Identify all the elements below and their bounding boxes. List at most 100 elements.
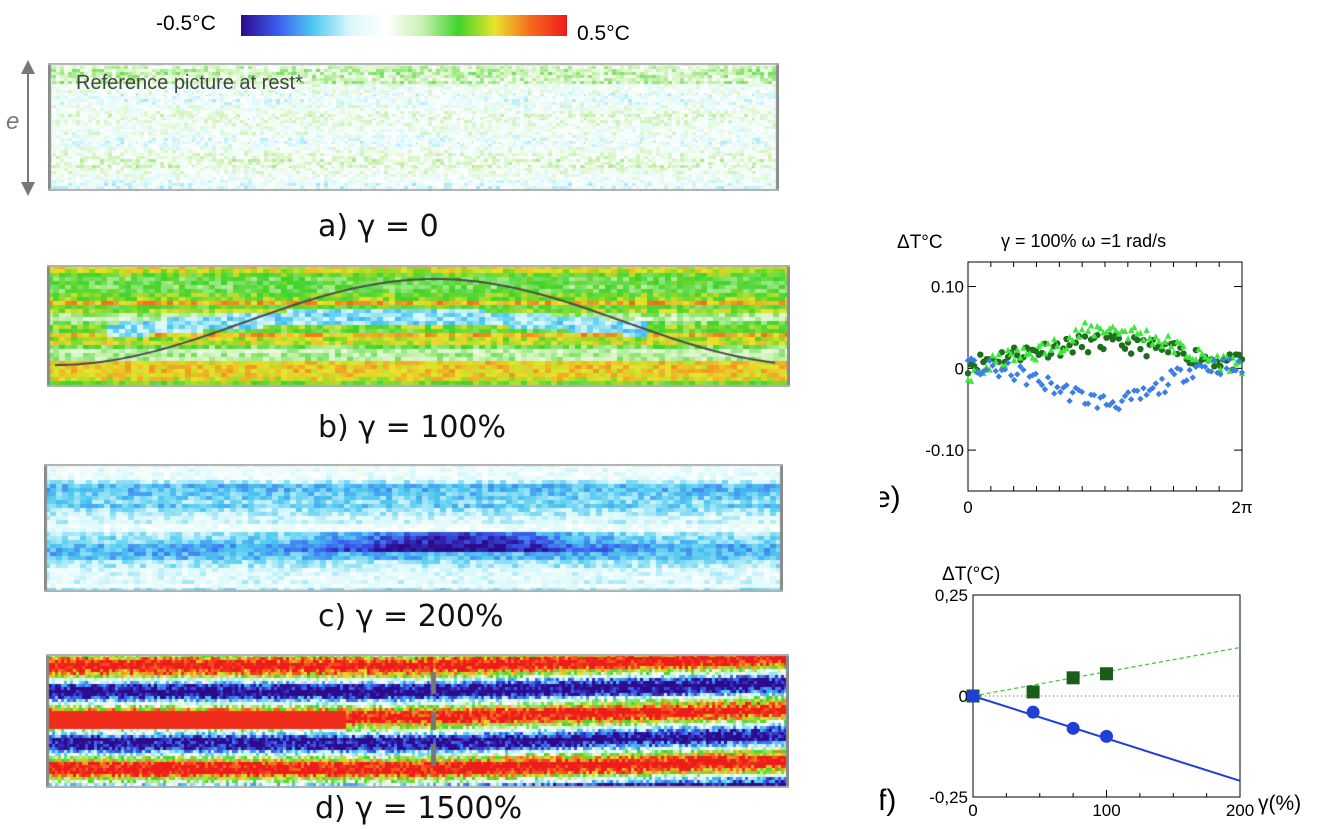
- caption-d: d) γ = 1500%: [315, 791, 523, 826]
- chart-e-point: [1060, 346, 1067, 354]
- chart-e-point: [1124, 335, 1132, 342]
- colorbar-max-label: 0.5°C: [577, 22, 630, 45]
- chart-e-point: [1164, 332, 1172, 339]
- chart-e-point: [967, 377, 975, 384]
- thermal-map-c: [44, 464, 783, 592]
- chart-e-point: [1201, 363, 1209, 370]
- chart-e-point: [1051, 335, 1058, 343]
- chart-e-point: [1044, 339, 1052, 347]
- chart-f-ytick-label: 0: [959, 687, 968, 706]
- gap-label: e: [6, 108, 20, 135]
- chart-f-point: [1100, 667, 1113, 681]
- chart-e-point: [995, 373, 1002, 380]
- chart-e-title: γ = 100% ω =1 rad/s: [1001, 231, 1166, 251]
- chart-e-ytick-label: 0.10: [931, 278, 964, 297]
- chart-e-point: [1140, 384, 1147, 392]
- chart-e-point: [964, 370, 972, 377]
- chart-e-point: [1131, 387, 1138, 394]
- chart-e-point: [1121, 345, 1129, 352]
- chart-e-point: [1001, 366, 1009, 373]
- thermal-map-b: [47, 265, 790, 387]
- chart-e-point: [1066, 397, 1073, 405]
- chart-e-point: [1171, 371, 1178, 378]
- chart-e-point: [1155, 390, 1163, 398]
- chart-e-point: [1220, 355, 1227, 363]
- chart-f-point: [1066, 671, 1080, 685]
- chart-e-point: [1226, 367, 1233, 374]
- chart-e-point: [1238, 369, 1246, 376]
- chart-e-point: [1134, 336, 1141, 344]
- chart-e-point: [1001, 362, 1009, 369]
- chart-e-point: [1161, 338, 1169, 345]
- chart-e-point: [1091, 391, 1098, 399]
- chart-e-point: [1044, 374, 1052, 381]
- chart-e-point: [995, 350, 1002, 358]
- chart-e-point: [1035, 342, 1043, 349]
- chart-e-point: [1115, 330, 1123, 337]
- chart-e-point: [1075, 333, 1083, 340]
- chart-e-point: [1217, 365, 1224, 373]
- chart-e-point: [1180, 342, 1187, 350]
- chart-e-point: [1057, 348, 1064, 356]
- chart-e-point: [1081, 319, 1089, 326]
- chart-e-point: [1143, 353, 1150, 360]
- chart-f-point: [1026, 705, 1040, 719]
- chart-f-point: [1100, 729, 1113, 743]
- chart-e-point: [1115, 335, 1123, 342]
- chart-e-point: [977, 351, 984, 358]
- chart-e-point: [1010, 376, 1018, 384]
- chart-e-point: [1127, 326, 1135, 333]
- chart-e-point: [1140, 336, 1147, 343]
- chart-f-panel-label: f): [880, 784, 896, 817]
- chart-e-point: [1152, 380, 1159, 387]
- chart-e-point: [1081, 333, 1089, 340]
- chart-e-point: [1103, 328, 1110, 336]
- chart-e-point: [1041, 386, 1049, 393]
- chart-e-point: [1137, 395, 1144, 403]
- chart-e-point: [1127, 350, 1135, 357]
- chart-e-ylabel: ΔT°C: [897, 232, 943, 253]
- colorbar-min-label: -0.5°C: [156, 12, 216, 35]
- chart-e-point: [1084, 327, 1092, 334]
- chart-e-point: [1149, 340, 1156, 347]
- chart-f-xtick-label: 100: [1092, 801, 1120, 820]
- chart-e-point: [1161, 389, 1169, 396]
- chart-e-point: [1017, 354, 1024, 361]
- chart-e-point: [1109, 398, 1116, 406]
- chart-f-xtick-label: 0: [968, 801, 977, 820]
- chart-e-point: [1195, 345, 1203, 353]
- chart-e-point: [1035, 378, 1043, 385]
- chart-e-point: [1164, 381, 1172, 388]
- chart-e-point: [1023, 381, 1030, 388]
- chart-e-point: [1164, 349, 1172, 356]
- chart-e-point: [1137, 329, 1144, 336]
- chart-e-point: [1084, 400, 1092, 407]
- chart-e-point: [1155, 337, 1163, 345]
- chart-e-point: [1192, 355, 1200, 363]
- chart-e-point: [1186, 366, 1193, 374]
- chart-e-point: [1127, 396, 1135, 403]
- chart-e: ΔT°C γ = 100% ω =1 rad/s e) 0.10 0 -0.10 0 2…: [880, 231, 1253, 517]
- chart-f-ylabel: ΔT(°C): [942, 564, 1000, 585]
- chart-e-point: [1201, 353, 1209, 360]
- chart-f: ΔT(°C) f) γ(%) 0,250-0,250 100 200: [880, 564, 1301, 820]
- chart-e-point: [1106, 325, 1113, 332]
- chart-e-point: [1054, 383, 1061, 391]
- chart-e-point: [1032, 356, 1039, 363]
- chart-e-point: [1032, 370, 1039, 378]
- chart-e-point: [1158, 342, 1166, 350]
- thermal-map-a: [48, 63, 779, 191]
- chart-e-point: [1109, 336, 1116, 343]
- chart-e-point: [1038, 340, 1046, 347]
- chart-e-point: [1100, 392, 1107, 400]
- chart-e-point: [1087, 322, 1095, 329]
- chart-e-point: [1084, 349, 1092, 356]
- chart-e-point: [1007, 350, 1015, 357]
- chart-e-point: [1010, 356, 1018, 363]
- chart-e-point: [1063, 345, 1070, 352]
- thermal-map-d: [46, 654, 789, 788]
- chart-e-point: [1091, 332, 1098, 339]
- chart-e-point: [1112, 326, 1119, 334]
- chart-e-point: [1217, 371, 1224, 378]
- chart-e-point: [1235, 351, 1243, 359]
